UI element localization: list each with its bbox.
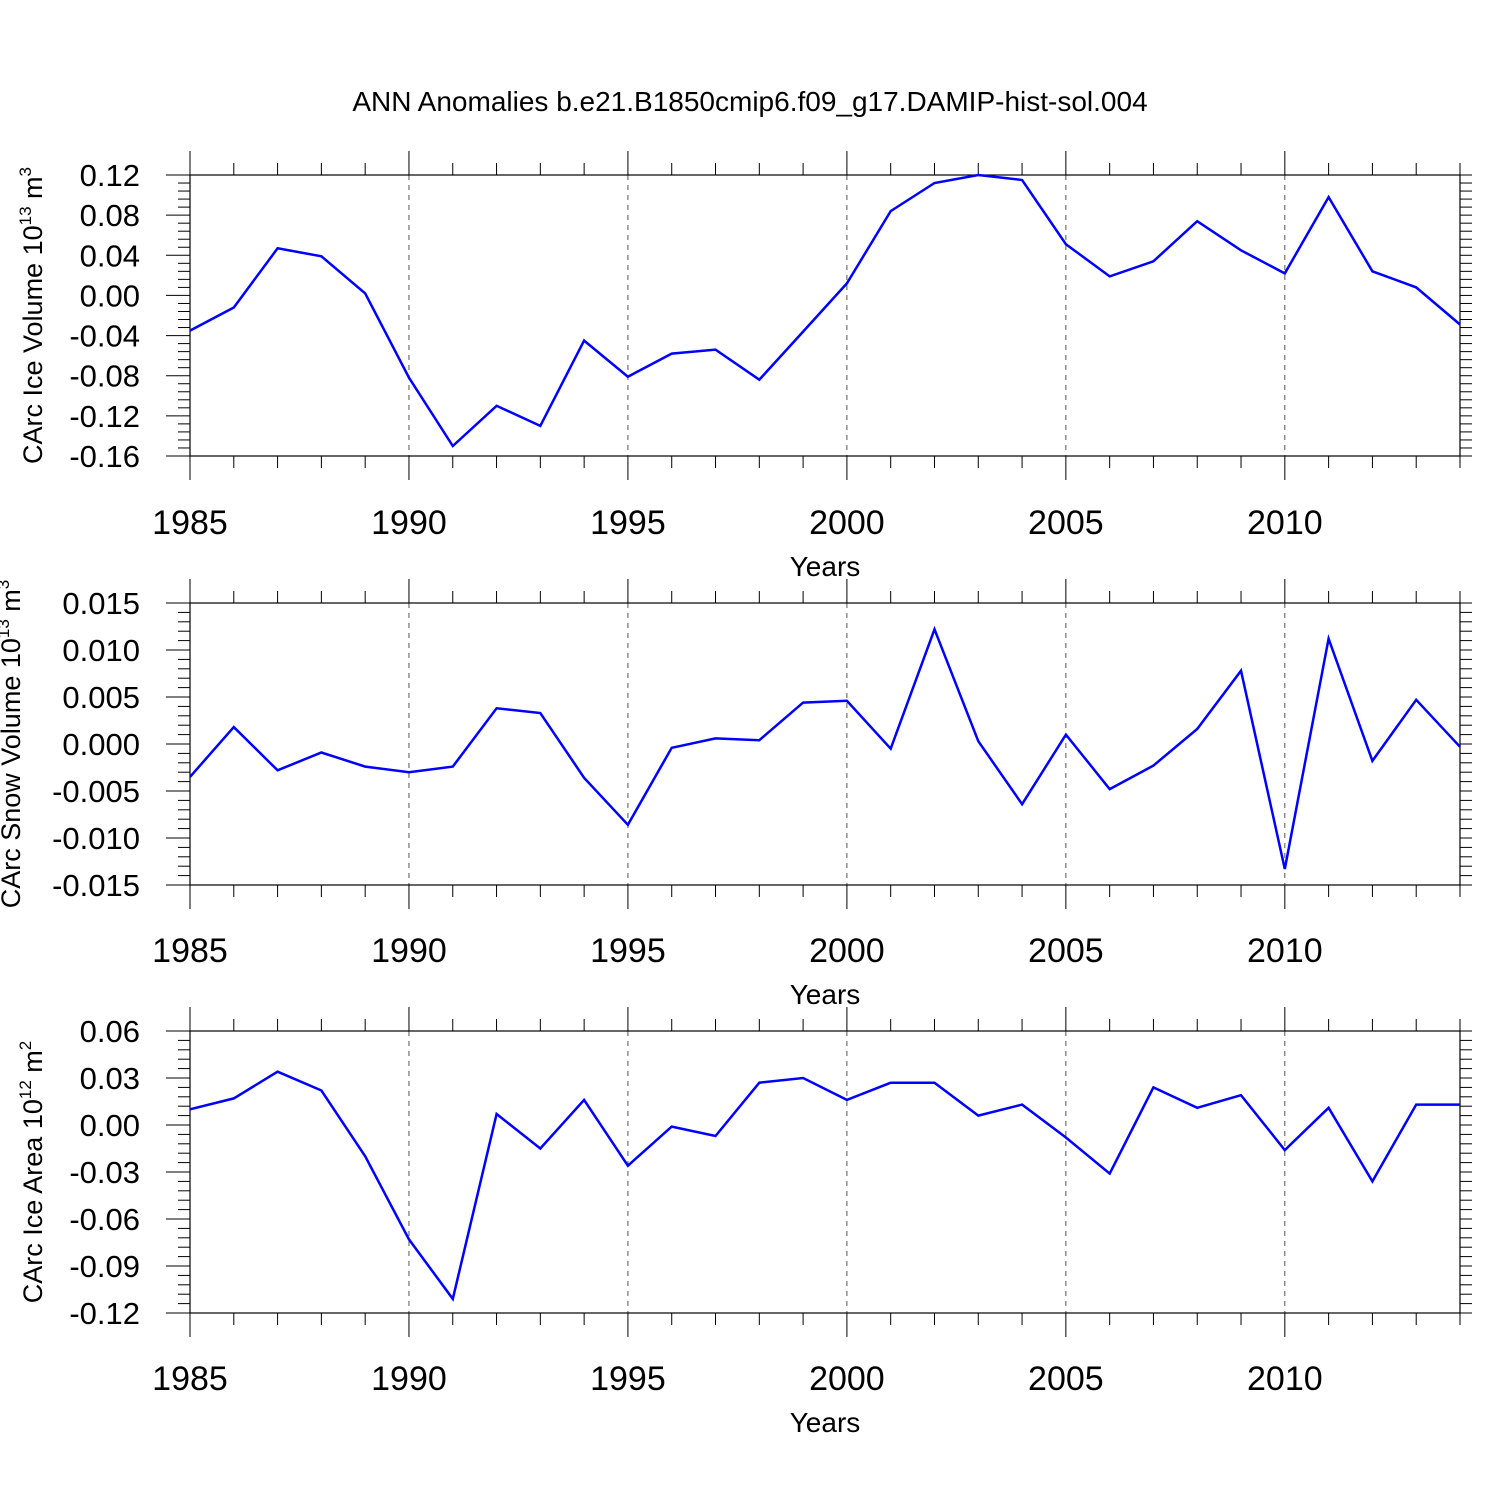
y-tick-label: -0.09 [69,1249,140,1284]
plot-frame [189,602,1461,886]
y-tick-label: -0.12 [69,399,140,434]
x-tick-label: 2000 [809,1360,885,1398]
x-tick-label: 1995 [590,1360,666,1398]
x-axis-label: Years [790,551,861,582]
series-line [189,625,1461,870]
y-axis-label: CArc Ice Volume 1013 m3 [16,167,48,464]
x-tick-label: 1985 [152,504,228,542]
x-tick-label: 2005 [1028,1360,1104,1398]
x-axis-label: Years [790,979,861,1010]
x-tick-label: 1990 [371,1360,447,1398]
y-tick-label: 0.06 [80,1014,140,1049]
y-tick-label: 0.00 [80,1108,140,1143]
x-tick-label: 2010 [1247,932,1323,970]
y-tick-label: 0.010 [62,633,140,668]
y-tick-label: -0.16 [69,439,140,474]
y-tick-label: 0.000 [62,727,140,762]
series-line [189,1070,1460,1302]
x-tick-label: 2005 [1028,504,1104,542]
y-tick-label: 0.03 [80,1061,140,1096]
y-tick-label: -0.03 [69,1155,140,1190]
y-axis-label: CArc Ice Area 1012 m2 [16,1041,48,1304]
x-tick-label: 2000 [809,504,885,542]
x-tick-label: 1990 [371,932,447,970]
series-line [189,173,1461,448]
y-tick-label: 0.04 [80,238,140,273]
y-tick-label: 0.005 [62,680,140,715]
y-axis-label: CArc Snow Volume 1013 m3 [0,580,26,909]
y-tick-label: 0.08 [80,198,140,233]
plot-frame [189,1030,1461,1314]
x-tick-label: 1990 [371,504,447,542]
x-axis-label: Years [790,1407,861,1438]
chart-panel-2: -0.015 -0.010 -0.005 0.000 0.005 0.010 0.015 19… [0,579,1472,1010]
y-tick-label: 0.12 [80,158,140,193]
y-tick-label: 0.00 [80,278,140,313]
y-tick-label: -0.12 [69,1296,140,1331]
plot-frame [189,174,1461,457]
x-tick-label: 1995 [590,932,666,970]
x-tick-label: 2000 [809,932,885,970]
chart-panel-1: -0.16 -0.12 -0.08 -0.04 0.00 0.04 0.08 0.12 1985… [16,151,1472,582]
y-tick-label: -0.015 [52,868,140,903]
y-tick-label: -0.08 [69,359,140,394]
x-tick-label: 1985 [152,932,228,970]
x-tick-label: 2005 [1028,932,1104,970]
y-tick-label: -0.04 [69,319,140,354]
x-tick-label: 1985 [152,1360,228,1398]
y-tick-label: 0.015 [62,586,140,621]
x-tick-label: 2010 [1247,504,1323,542]
x-tick-label: 1995 [590,504,666,542]
chart-title: ANN Anomalies b.e21.B1850cmip6.f09_g17.D… [352,86,1147,117]
y-tick-label: -0.010 [52,821,140,856]
y-tick-label: -0.06 [69,1202,140,1237]
x-tick-label: 2010 [1247,1360,1323,1398]
chart-panel-3: -0.12 -0.09 -0.06 -0.03 0.00 0.03 0.06 1985 1990… [16,1007,1472,1438]
y-tick-label: -0.005 [52,774,140,809]
